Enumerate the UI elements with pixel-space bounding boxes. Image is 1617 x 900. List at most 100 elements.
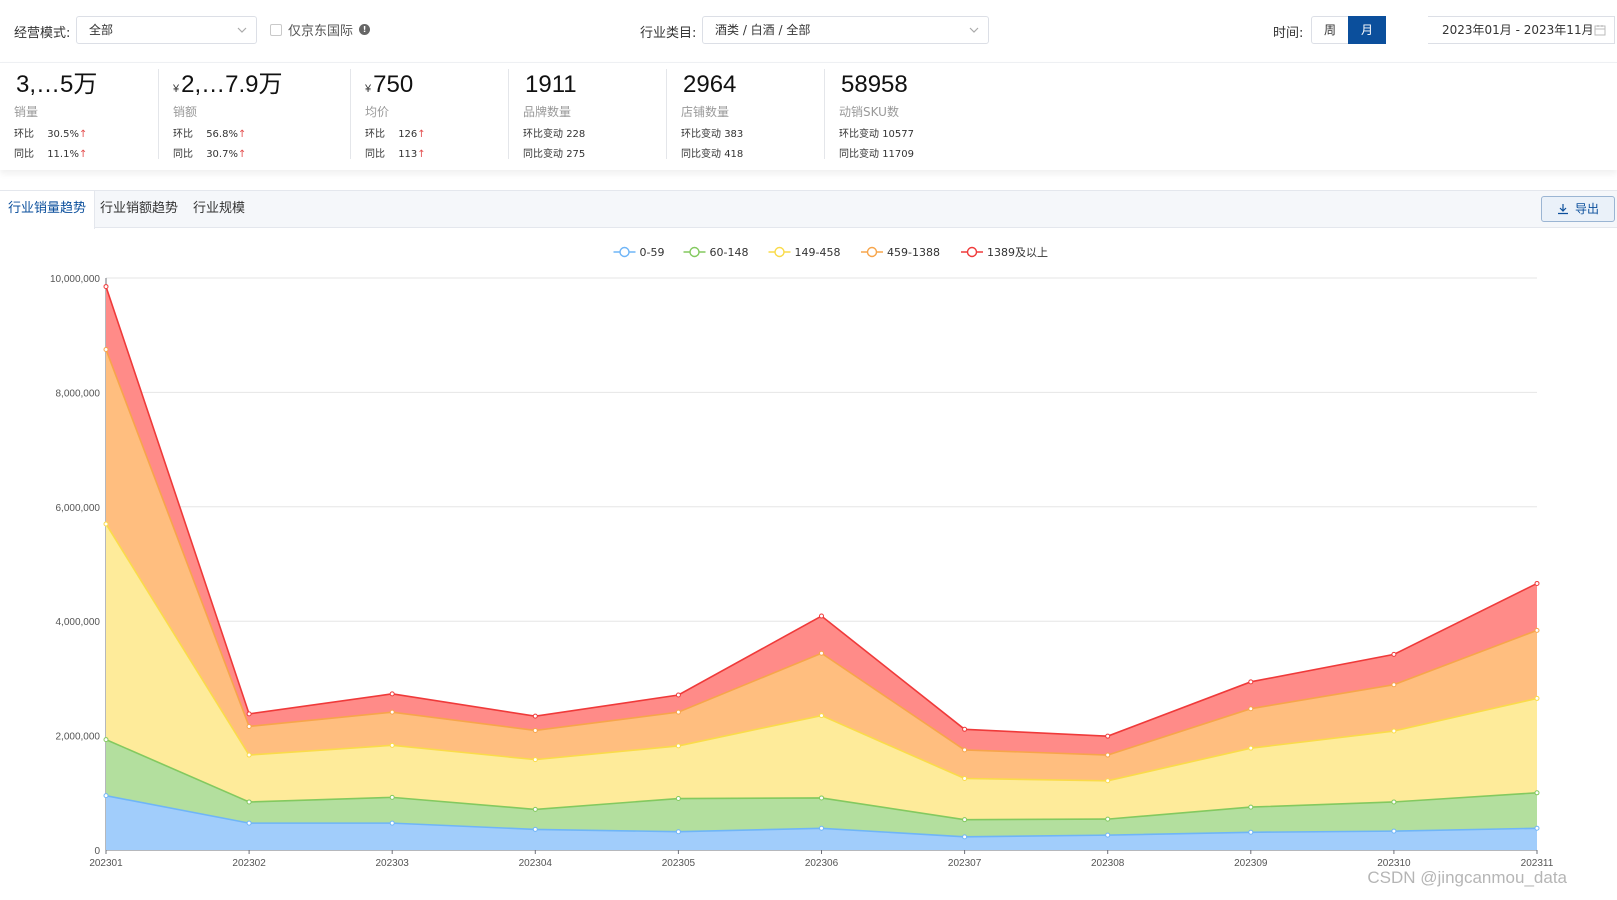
calendar-icon [1594, 25, 1606, 36]
kpi-label: 销量 [14, 105, 39, 119]
kpi-value: 2964 [683, 71, 737, 98]
data-point [246, 711, 252, 717]
x-tick-label: 202301 [89, 858, 123, 869]
data-point [1534, 580, 1540, 586]
kpi-brand-count: 1911 品牌数量 环比变动 228 同比变动 275 [508, 69, 664, 160]
checkbox-box[interactable] [270, 23, 282, 36]
x-tick-label: 202308 [1091, 858, 1125, 869]
data-point [1391, 651, 1397, 657]
data-point [1105, 778, 1111, 784]
data-point [1534, 790, 1540, 796]
kpi-yoy: 同比变动 418 [681, 149, 744, 160]
data-point [962, 747, 968, 753]
x-tick-label: 202302 [232, 858, 266, 869]
kpi-yoy: 同比变动 11709 [839, 149, 914, 160]
filter-bar: 经营模式: 全部 仅京东国际 ! 行业类目: 酒类 / 白酒 / 全部 时间: … [0, 0, 1617, 62]
kpi-label: 均价 [365, 105, 390, 119]
data-point [103, 521, 109, 527]
date-range-value: 2023年01月 - 2023年11月 [1442, 23, 1594, 37]
data-point [103, 737, 109, 743]
arrow-up-icon: ↑ [237, 129, 247, 140]
data-point [1248, 706, 1254, 712]
area-60-148 [106, 739, 1537, 837]
arrow-up-icon: ↑ [78, 149, 88, 160]
mode-select[interactable]: 全部 [76, 16, 257, 44]
data-point [819, 650, 824, 656]
area-149-458 [106, 523, 1537, 820]
legend-item: 459-1388 [887, 246, 940, 259]
kpi-value: ¥750 [365, 71, 414, 98]
x-tick-label: 202306 [805, 858, 839, 869]
x-tick-label: 202309 [1234, 858, 1268, 869]
category-select-value: 酒类 / 白酒 / 全部 [715, 23, 811, 37]
data-point [1248, 804, 1254, 810]
kpi-value: 1911 [525, 71, 577, 98]
y-tick-label: 6,000,000 [56, 503, 101, 514]
data-point [1248, 679, 1254, 685]
legend-marker [966, 246, 978, 258]
arrow-up-icon: ↑ [237, 149, 247, 160]
data-point [675, 709, 681, 715]
tab-sales-amount-trend[interactable]: 行业销额趋势 [100, 201, 179, 216]
mode-select-value: 全部 [89, 23, 114, 37]
data-point [819, 795, 824, 801]
export-button[interactable]: 导出 [1541, 196, 1615, 222]
kpi-mom: 环比变动 228 [523, 129, 586, 140]
arrow-up-icon: ↑ [78, 129, 88, 140]
data-point [1391, 799, 1397, 805]
kpi-mom: 环比 30.5%↑ [14, 129, 88, 140]
date-range-picker[interactable]: 2023年01月 - 2023年11月 [1428, 16, 1615, 44]
jd-intl-checkbox[interactable]: 仅京东国际 ! [270, 20, 371, 39]
data-point [246, 820, 252, 826]
chevron-down-icon [969, 27, 979, 33]
data-point [1105, 752, 1111, 758]
legend-marker [619, 246, 630, 258]
stacked-area-chart: 0 2,000,000 4,000,000 6,000,000 8,000,000 10,… [0, 228, 1617, 900]
data-point [819, 825, 824, 831]
data-point [389, 742, 395, 748]
data-point [1248, 745, 1254, 751]
data-point [1534, 825, 1540, 831]
x-tick-label: 202304 [519, 858, 553, 869]
data-point [962, 834, 968, 840]
chart-tabs: 行业销量趋势 行业销额趋势 行业规模 导出 [0, 190, 1617, 229]
data-point [675, 796, 681, 802]
x-tick-label: 202307 [948, 858, 982, 869]
data-point [962, 776, 968, 781]
mode-label: 经营模式: [14, 26, 71, 41]
watermark: CSDN @jingcanmou_data [1367, 868, 1567, 887]
category-select[interactable]: 酒类 / 白酒 / 全部 [702, 16, 989, 44]
data-point [1248, 829, 1254, 835]
month-toggle[interactable]: 月 [1348, 16, 1386, 44]
y-tick-label: 4,000,000 [56, 617, 101, 628]
data-point [532, 826, 538, 832]
legend-marker [866, 246, 878, 258]
tab-industry-scale[interactable]: 行业规模 [193, 201, 246, 216]
kpi-sku-count: 58958 动销SKU数 环比变动 10577 同比变动 11709 [824, 69, 994, 160]
info-icon[interactable]: ! [359, 24, 371, 35]
kpi-yoy: 同比变动 275 [523, 149, 586, 160]
kpi-yoy: 同比 113↑ [365, 149, 426, 160]
arrow-up-icon: ↑ [417, 129, 426, 140]
data-point [1105, 816, 1111, 822]
data-point [1105, 733, 1111, 739]
tab-sales-volume-trend[interactable]: 行业销量趋势 [0, 191, 96, 229]
legend-item: 0-59 [640, 246, 665, 259]
kpi-label: 品牌数量 [523, 105, 572, 119]
week-toggle[interactable]: 周 [1311, 16, 1349, 44]
chevron-down-icon [237, 27, 247, 33]
data-point [532, 713, 538, 719]
kpi-label: 店铺数量 [681, 105, 730, 119]
x-tick-label: 202303 [376, 858, 410, 869]
y-tick-label: 0 [94, 846, 100, 857]
data-point [389, 794, 395, 800]
kpi-mom: 环比变动 10577 [839, 129, 914, 140]
data-point [246, 799, 252, 805]
kpi-mom: 环比 56.8%↑ [173, 129, 247, 140]
legend-item: 1389及以上 [987, 246, 1048, 259]
export-label: 导出 [1574, 202, 1599, 216]
y-tick-label: 10,000,000 [50, 274, 100, 285]
data-point [819, 613, 824, 619]
jd-intl-label: 仅京东国际 [288, 24, 354, 39]
data-point [1391, 682, 1397, 688]
